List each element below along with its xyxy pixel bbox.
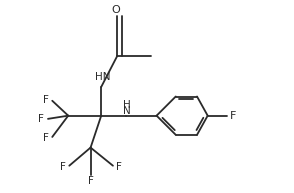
Text: HN: HN <box>95 72 110 82</box>
Text: H: H <box>123 100 131 110</box>
Text: F: F <box>38 114 44 124</box>
Text: F: F <box>116 162 122 172</box>
Text: F: F <box>88 176 93 186</box>
Text: F: F <box>60 162 66 172</box>
Text: N: N <box>123 106 131 116</box>
Text: O: O <box>112 5 121 15</box>
Text: F: F <box>230 111 236 121</box>
Text: F: F <box>43 95 49 105</box>
Text: F: F <box>43 133 49 143</box>
